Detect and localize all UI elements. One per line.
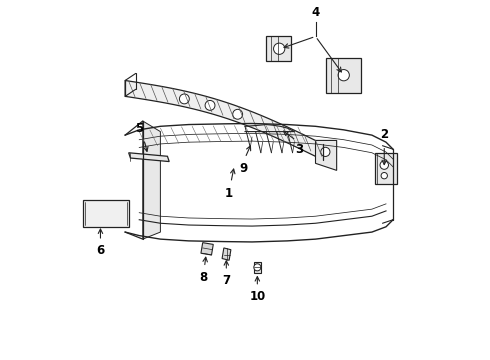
Text: 2: 2 (380, 128, 388, 141)
Circle shape (381, 172, 388, 179)
Polygon shape (125, 81, 322, 160)
Text: 5: 5 (135, 122, 144, 135)
Text: 9: 9 (239, 162, 247, 175)
Polygon shape (201, 243, 213, 255)
Text: 8: 8 (199, 271, 208, 284)
Text: 4: 4 (311, 6, 319, 19)
Circle shape (380, 161, 389, 169)
Polygon shape (129, 153, 169, 162)
Polygon shape (143, 121, 160, 239)
Text: 1: 1 (225, 187, 233, 200)
Polygon shape (254, 262, 261, 273)
Circle shape (338, 69, 349, 81)
Text: 6: 6 (97, 244, 104, 257)
Circle shape (321, 147, 330, 157)
Circle shape (179, 94, 189, 104)
Text: 7: 7 (222, 274, 230, 287)
Polygon shape (375, 153, 396, 184)
Polygon shape (83, 201, 129, 227)
Circle shape (273, 43, 285, 54)
Circle shape (254, 264, 261, 271)
Text: 3: 3 (295, 143, 304, 156)
Circle shape (233, 109, 243, 119)
Polygon shape (222, 248, 231, 260)
Circle shape (205, 100, 215, 110)
Text: 10: 10 (249, 290, 266, 303)
Polygon shape (266, 36, 291, 61)
Polygon shape (326, 58, 361, 93)
Polygon shape (316, 140, 337, 170)
